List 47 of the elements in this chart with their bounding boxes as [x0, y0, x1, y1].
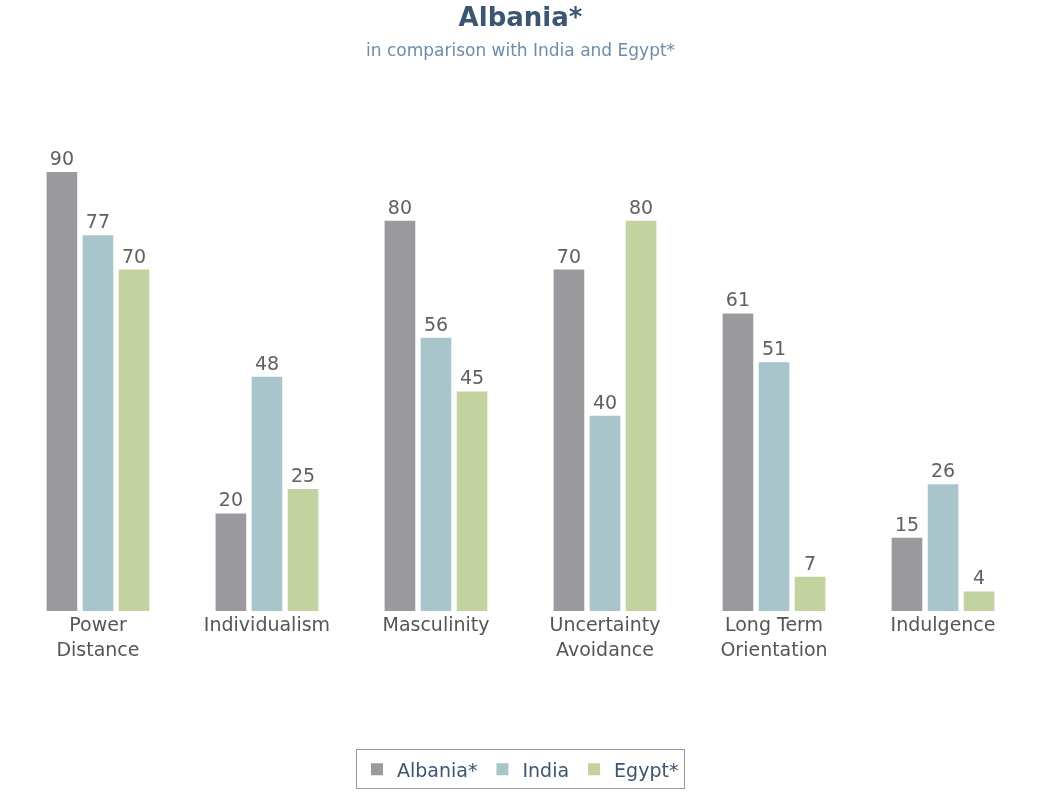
bar — [118, 269, 150, 611]
legend-label: India — [522, 758, 570, 781]
bar — [927, 484, 959, 611]
x-tick-label: Individualism — [203, 613, 331, 635]
data-label: 56 — [423, 312, 449, 335]
data-label: 48 — [254, 351, 280, 374]
data-label: 90 — [49, 146, 74, 169]
chart-subtitle: in comparison with India and Egypt* — [366, 40, 676, 60]
data-label: 51 — [761, 337, 787, 360]
x-tick-label: Power Distance — [56, 613, 140, 660]
data-label: 70 — [556, 244, 582, 267]
data-label: 25 — [290, 464, 316, 487]
x-tick-label: Uncertainty Avoidance — [549, 613, 661, 660]
x-tick-label: Indulgence — [890, 613, 996, 635]
data-label: 20 — [218, 488, 244, 511]
data-label: 40 — [592, 390, 618, 413]
bar — [891, 537, 923, 611]
bar — [758, 362, 790, 611]
data-label: 80 — [387, 195, 413, 218]
bar — [456, 391, 488, 611]
bar — [215, 513, 247, 611]
bar — [589, 415, 621, 611]
data-label: 80 — [628, 195, 654, 218]
bar — [420, 337, 452, 611]
legend-label: Egypt* — [614, 758, 679, 781]
data-label: 45 — [459, 366, 485, 389]
data-label: 70 — [121, 244, 147, 267]
bar — [251, 376, 283, 611]
bar — [82, 235, 114, 611]
x-tick-label: Long Term Orientation — [720, 613, 828, 660]
bar — [722, 313, 754, 611]
legend-label: Albania* — [397, 758, 478, 781]
data-label: 4 — [973, 566, 986, 589]
bar — [794, 576, 826, 611]
bar — [963, 591, 995, 611]
data-label: 77 — [85, 210, 111, 233]
bar — [625, 220, 657, 611]
data-label: 7 — [804, 551, 817, 574]
bar — [287, 489, 319, 611]
bar — [46, 171, 78, 611]
x-tick-label: Masculinity — [382, 613, 490, 635]
data-label: 26 — [930, 459, 956, 482]
data-label: 61 — [725, 288, 751, 311]
data-label: 15 — [894, 512, 920, 535]
bar — [553, 269, 585, 611]
bar — [384, 220, 416, 611]
chart-title: Albania* — [458, 2, 583, 33]
